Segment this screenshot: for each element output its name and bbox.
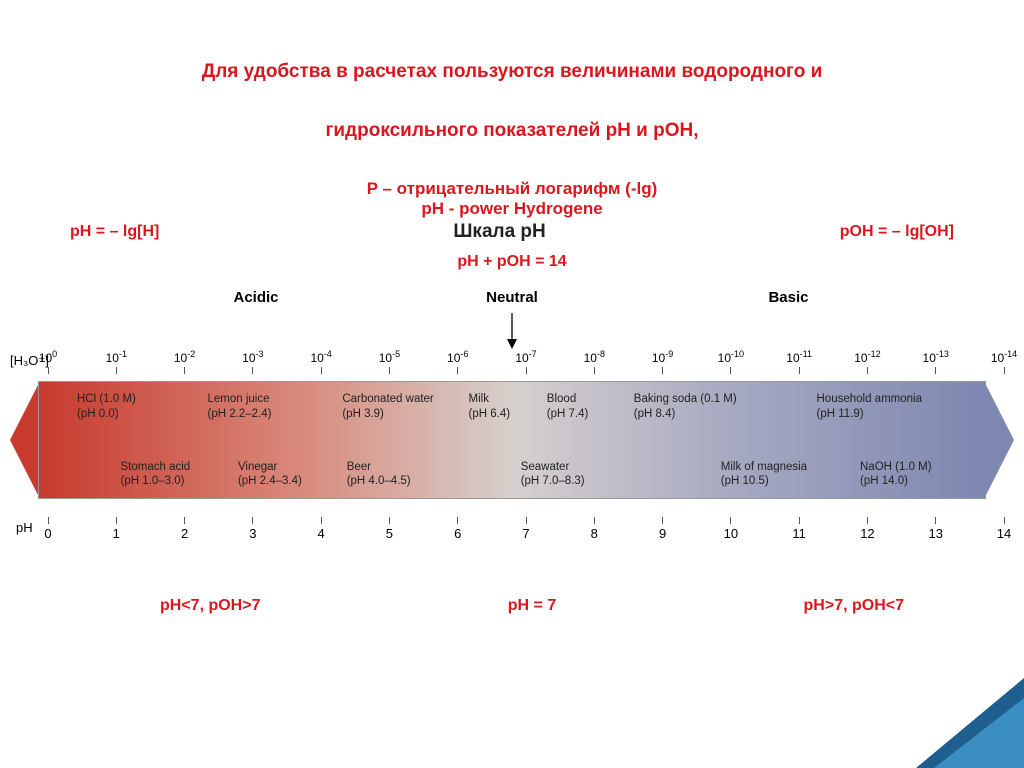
concentration-axis: [H₃O⁺] 10010-110-210-310-410-510-610-710… bbox=[0, 349, 1024, 379]
substance-label: Milk(pH 6.4) bbox=[469, 392, 511, 421]
formula-row: pH = – lg[H] Шкала pH pOH = – lg[OH] bbox=[0, 223, 1024, 243]
ph-tick: 6 bbox=[438, 517, 478, 541]
ph-tick: 1 bbox=[96, 517, 136, 541]
left-arrow-icon bbox=[10, 381, 40, 499]
substance-label: HCl (1.0 M)(pH 0.0) bbox=[77, 392, 136, 421]
bottom-conditions: pH<7, pOH>7 pH = 7 pH>7, pOH<7 bbox=[0, 597, 1024, 615]
substance-label: Blood(pH 7.4) bbox=[547, 392, 589, 421]
neutral-condition: pH = 7 bbox=[508, 597, 556, 615]
conc-tick: 10-13 bbox=[906, 349, 966, 374]
header-line2: гидроксильного показателей pH и pOH, bbox=[80, 104, 944, 157]
ph-tick: 9 bbox=[643, 517, 683, 541]
substance-label: Seawater(pH 7.0–8.3) bbox=[521, 460, 585, 489]
conc-tick: 10-5 bbox=[359, 349, 419, 374]
ph-tick: 5 bbox=[369, 517, 409, 541]
ph-tick: 12 bbox=[847, 517, 887, 541]
substance-label: Milk of magnesia(pH 10.5) bbox=[721, 460, 807, 489]
category-labels: Acidic Neutral Basic bbox=[0, 289, 1024, 311]
ph-axis: pH 01234567891011121314 bbox=[0, 517, 1024, 547]
definitions: P – отрицательный логарифм (-lg) pH - po… bbox=[0, 179, 1024, 219]
header-line1: Для удобства в расчетах пользуются велич… bbox=[80, 45, 944, 98]
poh-formula: pOH = – lg[OH] bbox=[840, 223, 954, 243]
substance-label: Baking soda (0.1 M)(pH 8.4) bbox=[634, 392, 737, 421]
conc-tick: 10-12 bbox=[837, 349, 897, 374]
gradient-bar: HCl (1.0 M)(pH 0.0) Lemon juice(pH 2.2–2.… bbox=[10, 381, 1014, 499]
category-acidic: Acidic bbox=[233, 289, 278, 306]
category-neutral: Neutral bbox=[486, 289, 538, 306]
sum-equation: pH + pOH = 14 bbox=[0, 253, 1024, 271]
header-block: Для удобства в расчетах пользуются велич… bbox=[0, 0, 1024, 157]
conc-tick: 10-2 bbox=[155, 349, 215, 374]
conc-tick: 10-7 bbox=[496, 349, 556, 374]
neutral-arrow-icon bbox=[502, 311, 522, 351]
p-definition: P – отрицательный логарифм (-lg) bbox=[0, 179, 1024, 199]
conc-tick: 10-1 bbox=[86, 349, 146, 374]
ph-tick: 10 bbox=[711, 517, 751, 541]
right-arrow-icon bbox=[984, 381, 1014, 499]
scale-title: Шкала pH bbox=[453, 221, 545, 243]
ph-tick: 14 bbox=[984, 517, 1024, 541]
basic-condition: pH>7, pOH<7 bbox=[804, 597, 904, 615]
corner-decoration-icon bbox=[914, 678, 1024, 768]
conc-tick: 100 bbox=[18, 349, 78, 374]
substance-label: Carbonated water(pH 3.9) bbox=[342, 392, 433, 421]
substance-label: NaOH (1.0 M)(pH 14.0) bbox=[860, 460, 932, 489]
substance-label: Lemon juice(pH 2.2–2.4) bbox=[208, 392, 272, 421]
conc-tick: 10-6 bbox=[428, 349, 488, 374]
ph-tick: 8 bbox=[574, 517, 614, 541]
acidic-condition: pH<7, pOH>7 bbox=[160, 597, 260, 615]
substance-label: Beer(pH 4.0–4.5) bbox=[347, 460, 411, 489]
ph-tick: 11 bbox=[779, 517, 819, 541]
conc-tick: 10-4 bbox=[291, 349, 351, 374]
ph-tick: 3 bbox=[233, 517, 273, 541]
category-basic: Basic bbox=[768, 289, 808, 306]
substance-label: Household ammonia(pH 11.9) bbox=[817, 392, 922, 421]
ph-definition: pH - power Hydrogene bbox=[0, 199, 1024, 219]
ph-tick: 2 bbox=[165, 517, 205, 541]
conc-tick: 10-3 bbox=[223, 349, 283, 374]
conc-tick: 10-9 bbox=[633, 349, 693, 374]
substance-label: Stomach acid(pH 1.0–3.0) bbox=[121, 460, 191, 489]
conc-tick: 10-11 bbox=[769, 349, 829, 374]
conc-tick: 10-14 bbox=[974, 349, 1024, 374]
conc-tick: 10-10 bbox=[701, 349, 761, 374]
substance-labels: HCl (1.0 M)(pH 0.0) Lemon juice(pH 2.2–2.… bbox=[77, 388, 947, 492]
ph-tick: 0 bbox=[28, 517, 68, 541]
ph-tick: 4 bbox=[301, 517, 341, 541]
ph-tick: 13 bbox=[916, 517, 956, 541]
ph-scale-figure: AcidicNeutralBasic [H₃O⁺] 10010-110-210-… bbox=[0, 289, 1024, 589]
ph-tick: 7 bbox=[506, 517, 546, 541]
substance-label: Vinegar(pH 2.4–3.4) bbox=[238, 460, 302, 489]
ph-formula: pH = – lg[H] bbox=[70, 223, 159, 243]
conc-tick: 10-8 bbox=[564, 349, 624, 374]
